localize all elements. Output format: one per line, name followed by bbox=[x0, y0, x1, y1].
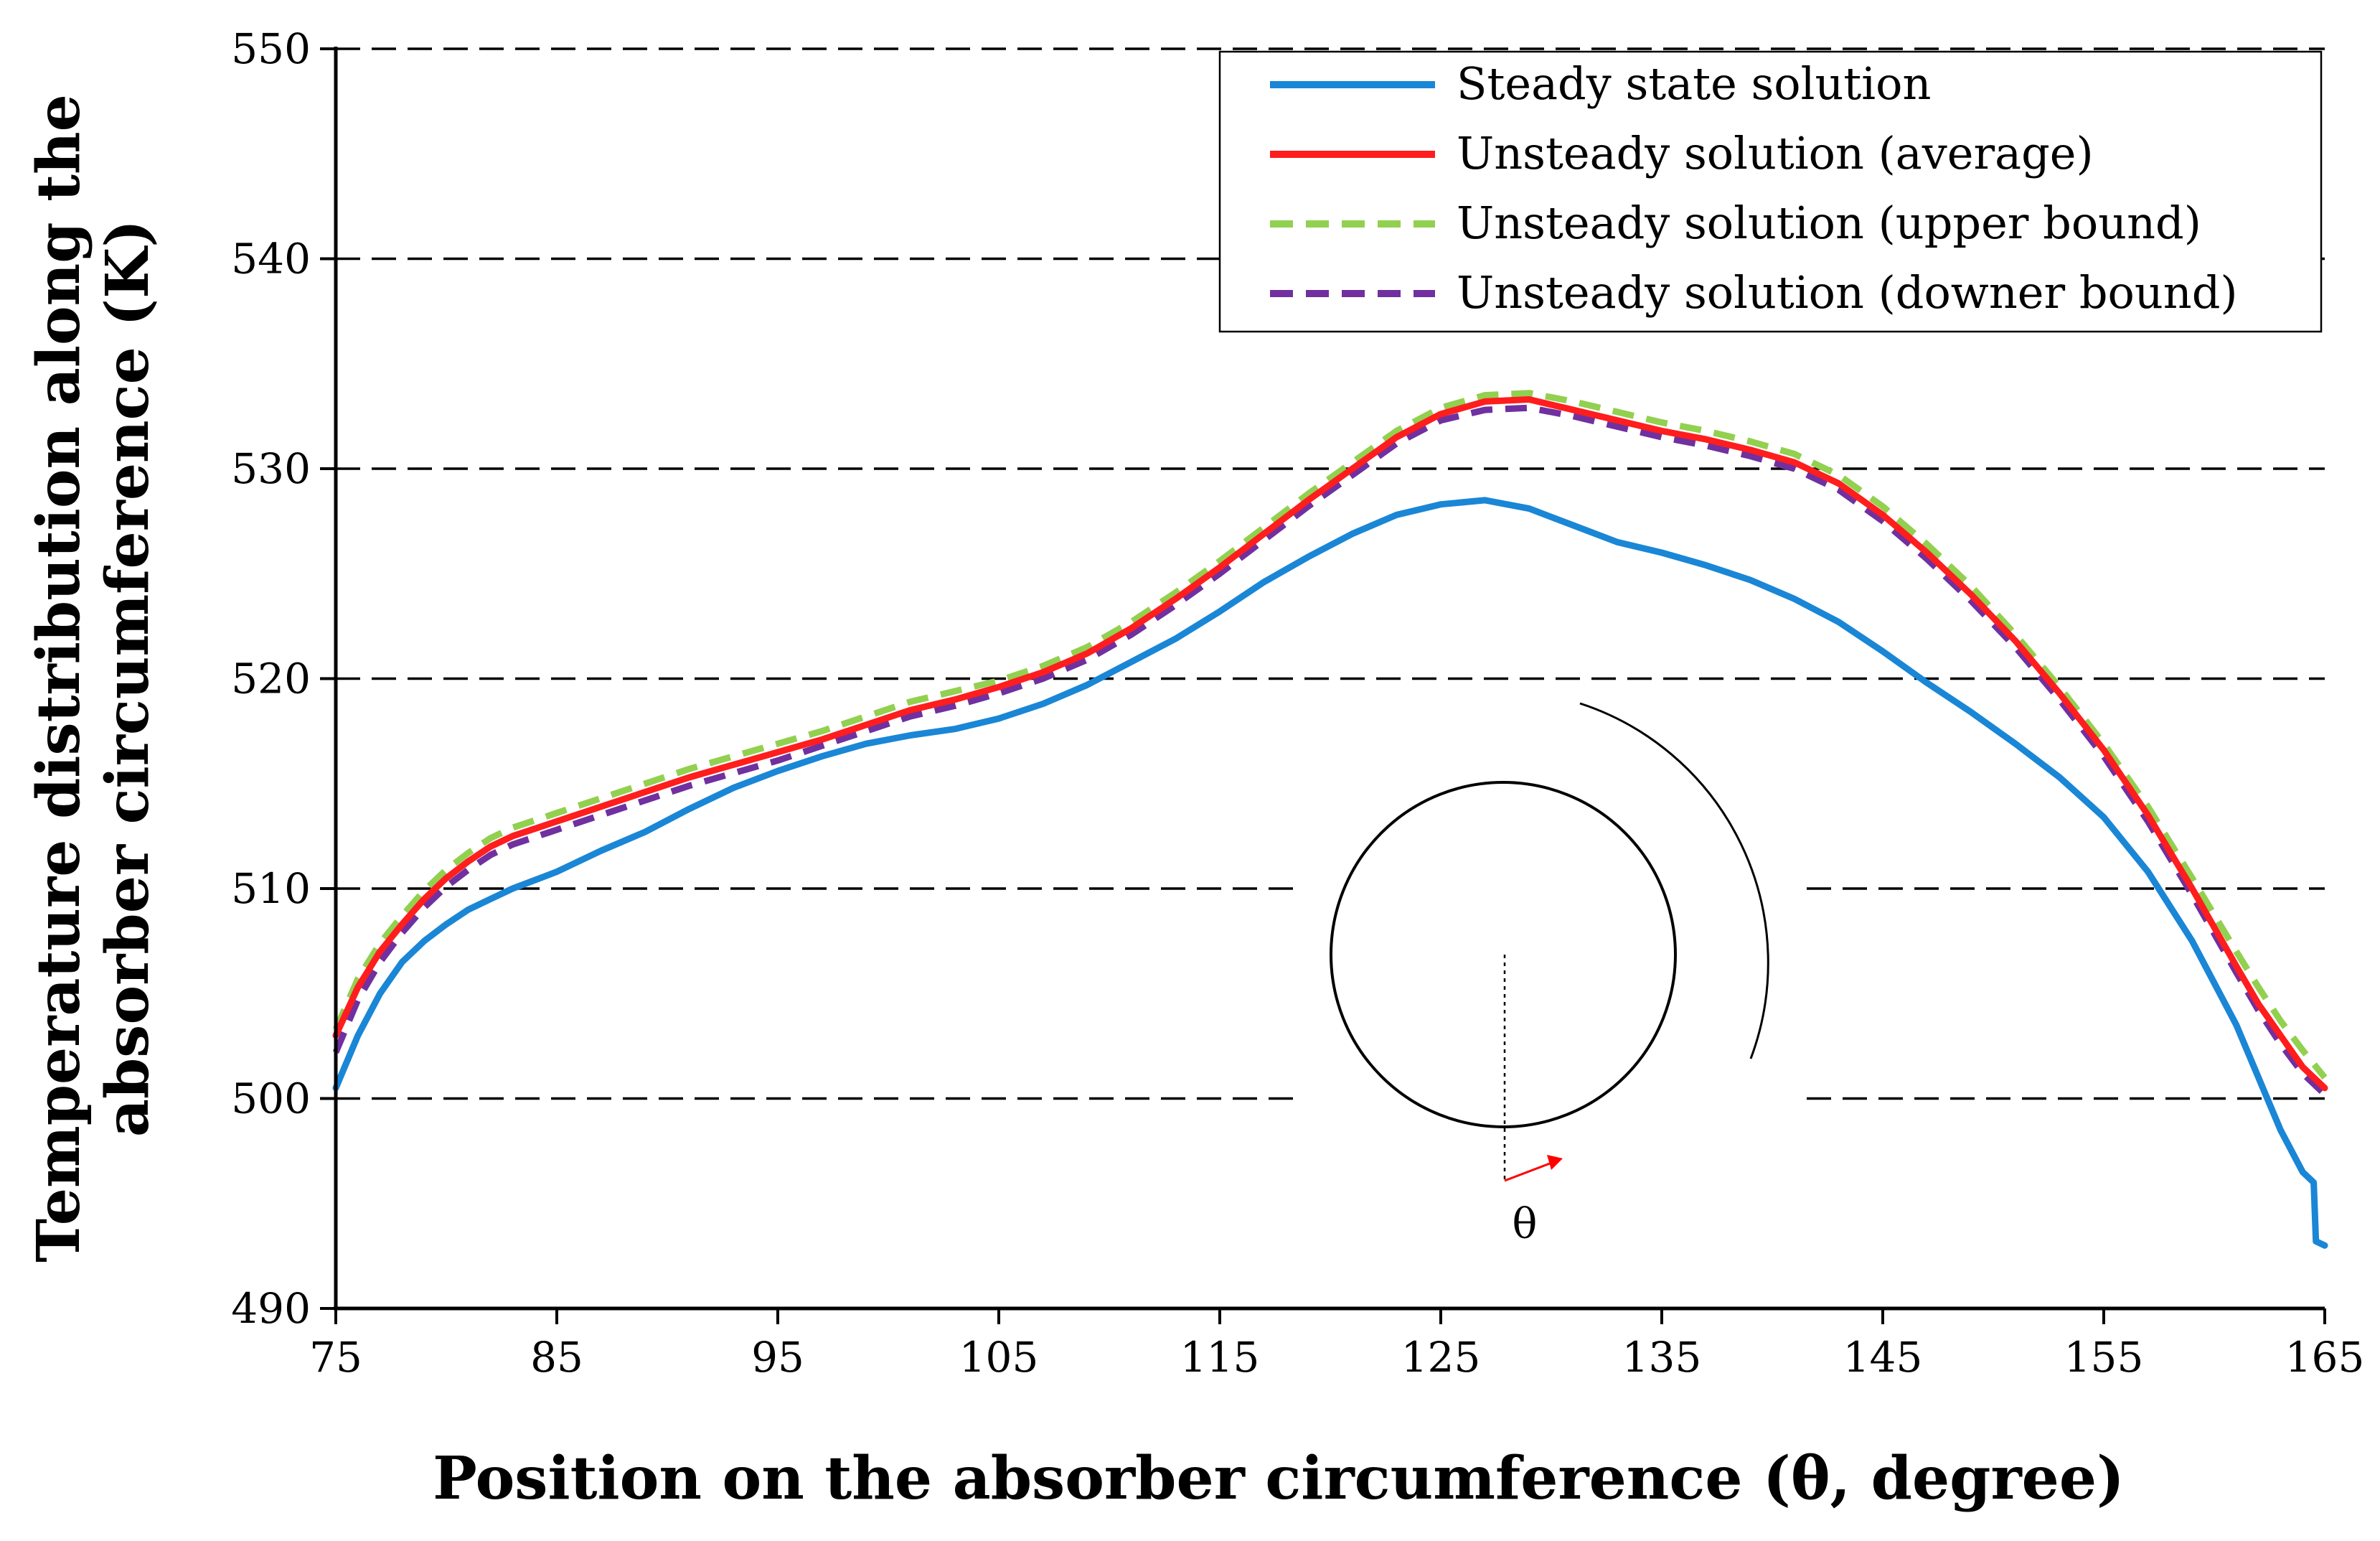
x-tick-label: 95 bbox=[751, 1333, 804, 1382]
y-tick-label: 530 bbox=[231, 444, 311, 493]
y-tick-label: 520 bbox=[231, 655, 311, 703]
theta-arrow bbox=[1504, 1160, 1556, 1182]
absorber-circle bbox=[1330, 781, 1677, 1128]
series-line-0 bbox=[332, 497, 2328, 1249]
x-tick-label: 85 bbox=[530, 1333, 583, 1382]
x-tick-labels: 75 85 95 105 115 125 135 145 155 165 bbox=[309, 1308, 2364, 1382]
legend-label-1: Unsteady solution (average) bbox=[1457, 127, 2094, 179]
x-axis-title: Position on the absorber circumference (… bbox=[433, 1444, 2125, 1513]
series-lines bbox=[332, 390, 2328, 1249]
x-tick-label: 165 bbox=[2285, 1333, 2365, 1382]
series-line-2 bbox=[332, 390, 2328, 1080]
x-tick-label: 125 bbox=[1401, 1333, 1481, 1382]
x-tick-label: 75 bbox=[309, 1333, 362, 1382]
x-tick-label: 105 bbox=[959, 1333, 1039, 1382]
legend-box bbox=[1218, 50, 2323, 333]
y-tick-label: 550 bbox=[231, 24, 311, 73]
y-axis-title-line1: Temperature distribution along the bbox=[24, 94, 93, 1263]
inset-background bbox=[1295, 797, 1797, 1184]
y-tick-label: 540 bbox=[231, 235, 311, 284]
theta-arrow-head bbox=[1547, 1155, 1563, 1170]
y-tick-label: 490 bbox=[231, 1284, 311, 1333]
y-tick-label: 510 bbox=[231, 864, 311, 913]
y-tick-labels: 490 500 510 520 530 540 550 bbox=[231, 24, 336, 1333]
legend-label-3: Unsteady solution (downer bound) bbox=[1457, 266, 2238, 319]
y-axis-title-line2: absorber circumference (K) bbox=[93, 220, 162, 1137]
x-tick-label: 135 bbox=[1622, 1333, 1702, 1382]
y-axis-title: Temperature distribution along the absor… bbox=[24, 94, 162, 1263]
legend-label-0: Steady state solution bbox=[1457, 57, 1931, 110]
reflector-arc bbox=[1579, 702, 1769, 1059]
x-tick-label: 145 bbox=[1843, 1333, 1923, 1382]
x-tick-label: 115 bbox=[1180, 1333, 1260, 1382]
absorber-inset-diagram: θ bbox=[1295, 702, 1797, 1248]
legend-label-2: Unsteady solution (upper bound) bbox=[1457, 197, 2201, 249]
y-tick-label: 500 bbox=[231, 1074, 311, 1123]
series-line-1 bbox=[332, 396, 2328, 1092]
theta-symbol: θ bbox=[1513, 1199, 1538, 1248]
x-tick-label: 155 bbox=[2064, 1333, 2144, 1382]
legend: Steady state solution Unsteady solution (… bbox=[1218, 50, 2323, 333]
